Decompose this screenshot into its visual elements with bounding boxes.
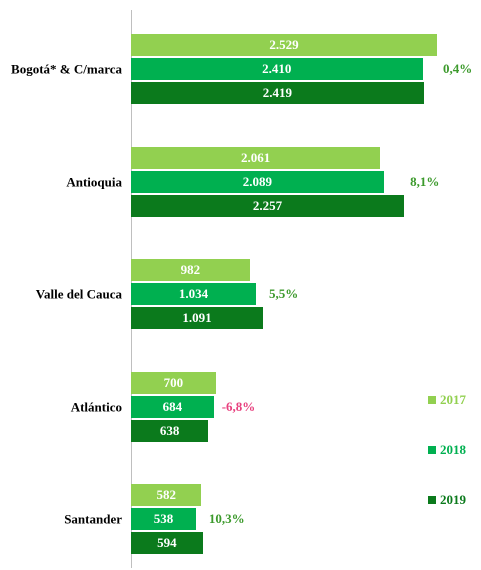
legend-swatch — [428, 496, 436, 504]
legend-label: 2018 — [440, 442, 466, 457]
bar — [131, 419, 209, 442]
bar — [131, 170, 384, 193]
category-label: Atlántico — [70, 399, 122, 414]
bar — [131, 259, 250, 281]
change-label: 5,5% — [269, 286, 299, 301]
change-label: 10,3% — [208, 511, 245, 526]
bar — [131, 194, 405, 217]
value-label: 982 — [180, 262, 201, 277]
bar — [131, 395, 214, 418]
bar — [131, 532, 203, 554]
change-label: 8,1% — [410, 173, 440, 189]
change-label: -6,8% — [221, 398, 256, 414]
value-label: 2.257 — [252, 197, 283, 213]
value-label: 700 — [163, 374, 184, 390]
legend-swatch — [428, 396, 436, 404]
change-label: 0,4% — [443, 61, 473, 76]
bar — [131, 34, 437, 56]
legend-swatch — [428, 446, 436, 454]
category-label: Bogotá* & C/marca — [11, 61, 122, 77]
value-label: 2.529 — [269, 37, 299, 52]
value-label: 2.410 — [262, 61, 292, 76]
value-label: 594 — [157, 535, 177, 550]
bar — [131, 508, 197, 530]
bar — [131, 58, 423, 80]
value-label: 638 — [159, 422, 180, 438]
category-label: Santander — [64, 511, 122, 527]
legend-label: 2017 — [440, 392, 466, 407]
value-label: 1.091 — [182, 310, 212, 325]
category-label: Valle del Cauca — [35, 286, 122, 302]
bar — [131, 283, 257, 305]
value-label: 538 — [153, 511, 174, 526]
bar — [131, 146, 381, 169]
value-label: 684 — [162, 398, 183, 414]
value-label: 2.061 — [241, 149, 271, 165]
legend-label: 2019 — [440, 492, 466, 507]
value-label: 2.089 — [242, 173, 272, 189]
bar — [131, 82, 424, 104]
value-label: 2.419 — [262, 85, 292, 100]
category-label: Antioquia — [66, 174, 122, 189]
value-label: 1.034 — [178, 286, 209, 301]
bar — [131, 484, 202, 506]
value-label: 582 — [156, 487, 176, 502]
bar — [131, 371, 216, 394]
bar — [131, 307, 263, 329]
